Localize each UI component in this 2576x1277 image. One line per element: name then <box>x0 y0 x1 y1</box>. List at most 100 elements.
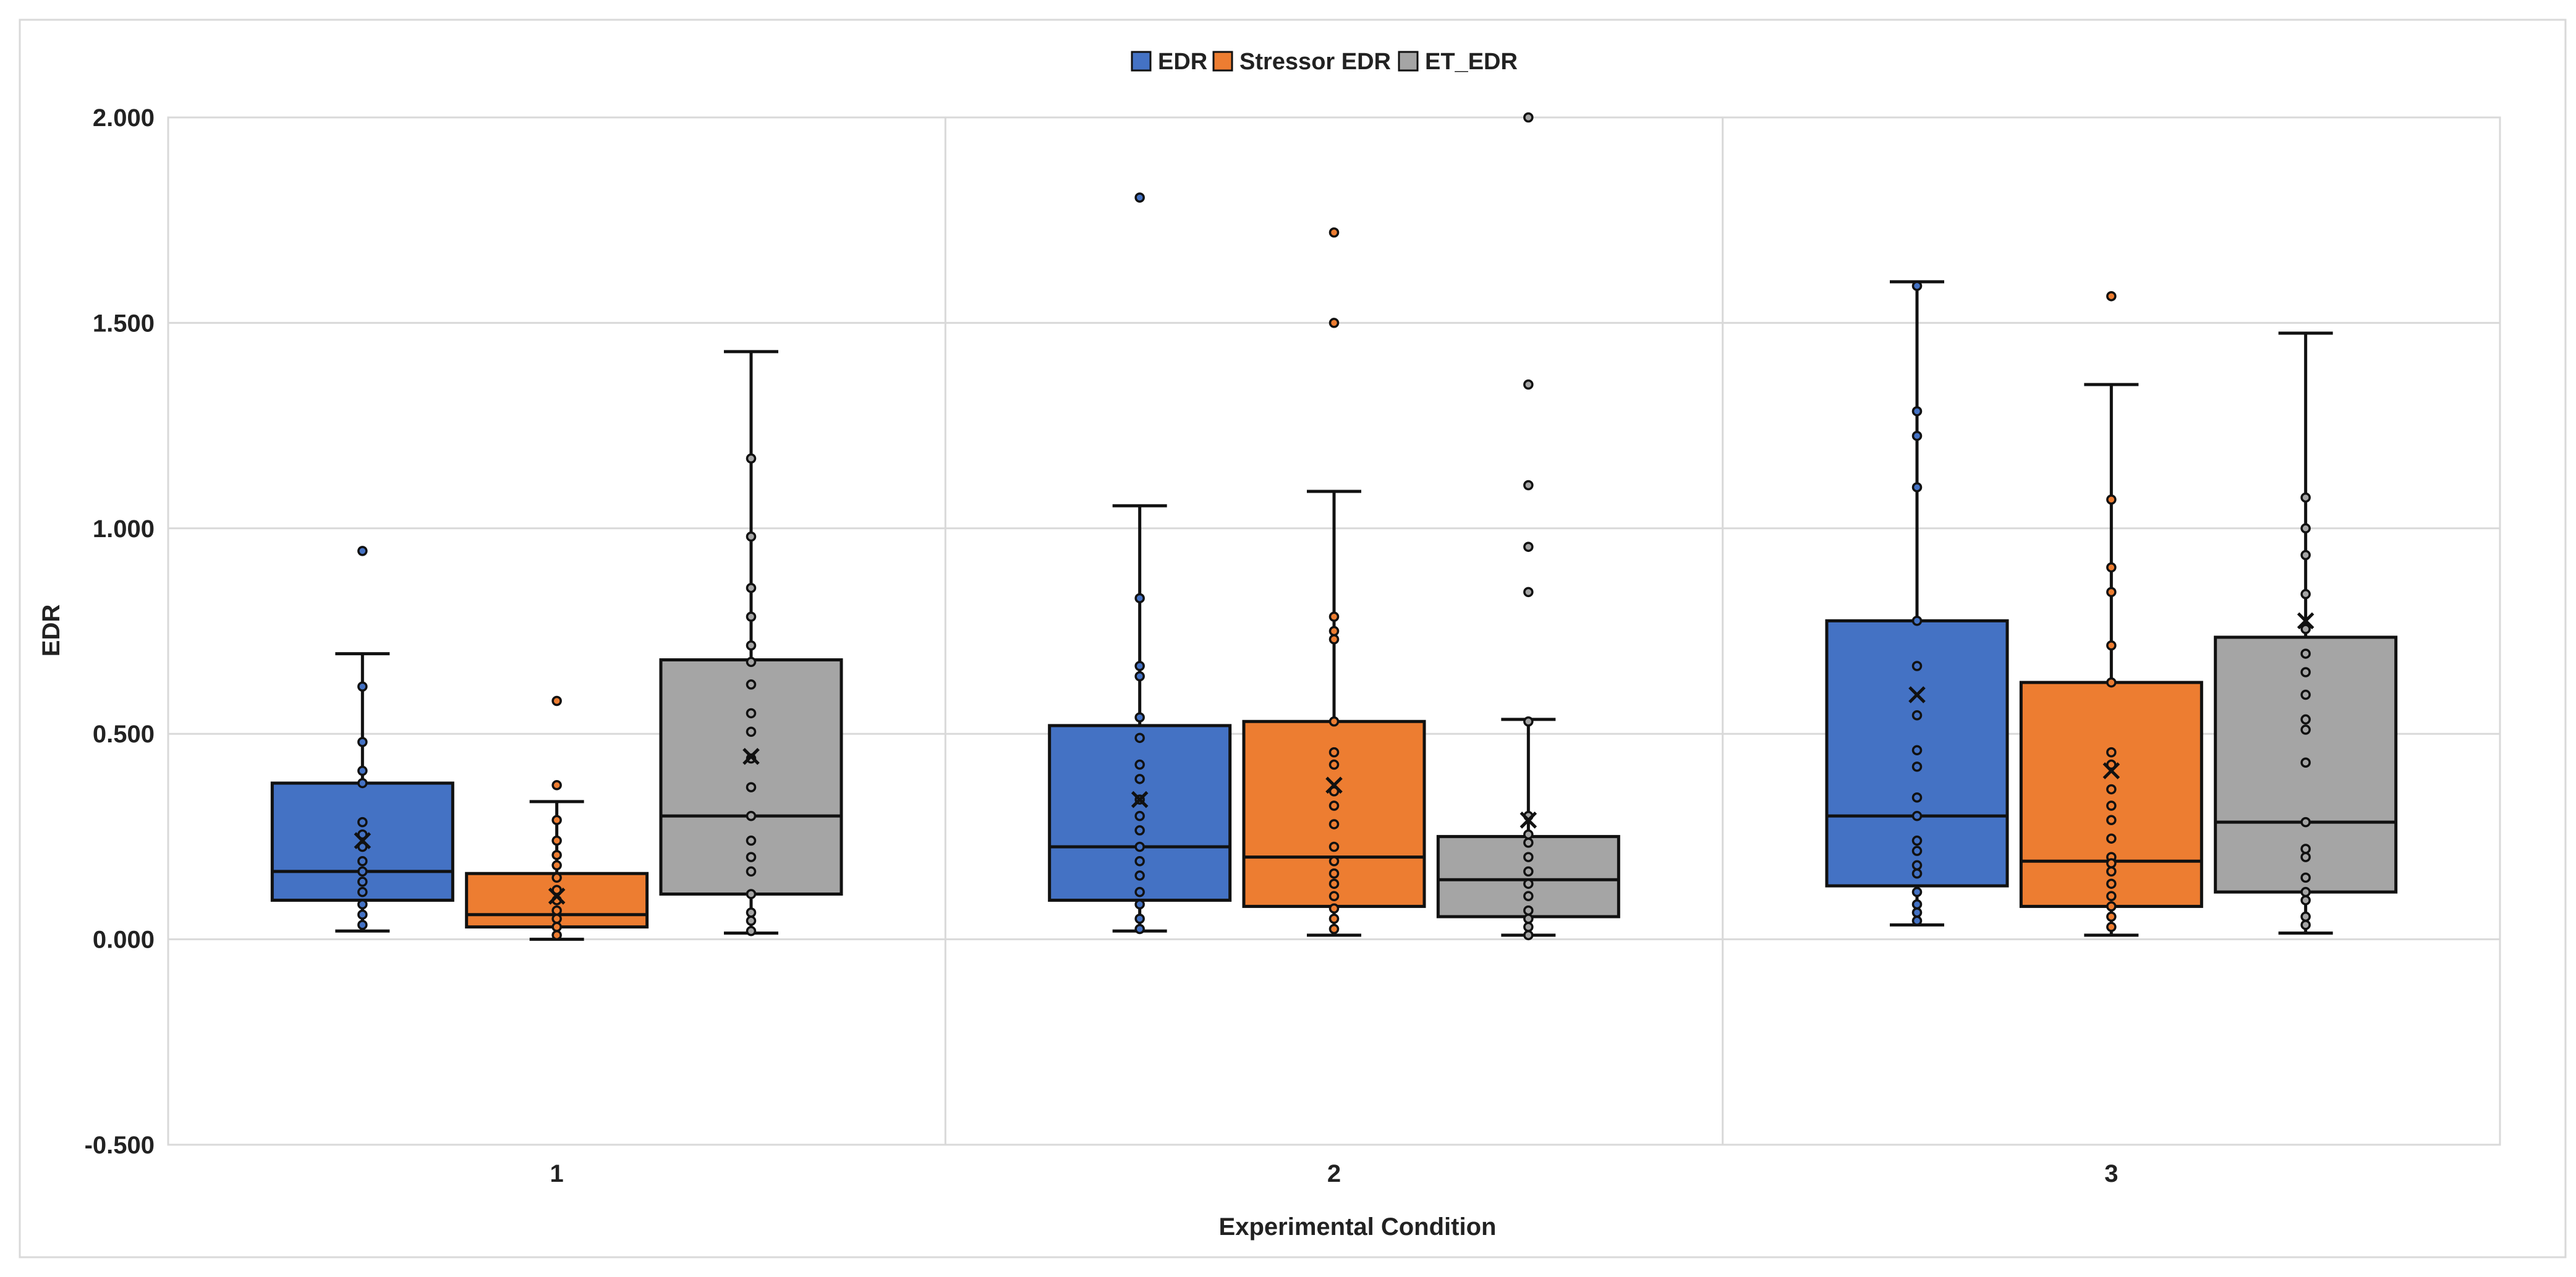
data-point <box>1523 866 1534 877</box>
data-point <box>1911 915 1923 926</box>
data-point <box>551 695 562 706</box>
data-point <box>746 835 757 846</box>
data-point <box>551 922 562 932</box>
data-point <box>1328 318 1340 328</box>
data-point <box>1911 616 1923 626</box>
mean-marker-stroke <box>2297 612 2315 630</box>
data-point <box>2300 817 2311 828</box>
data-point <box>2106 901 2117 912</box>
data-point <box>746 531 757 542</box>
x-axis-title: Experimental Condition <box>1219 1213 1497 1241</box>
mean-marker-stroke <box>354 832 372 849</box>
data-point <box>1134 914 1145 924</box>
data-point <box>1911 661 1923 671</box>
box-et-edr-cond-3 <box>2214 331 2398 935</box>
data-point <box>1523 379 1534 390</box>
data-point <box>1134 841 1145 852</box>
data-point <box>1134 671 1145 682</box>
data-point <box>2300 852 2311 862</box>
data-point <box>746 915 757 926</box>
data-point <box>2300 886 2311 897</box>
data-point <box>1328 759 1340 770</box>
data-point <box>1328 611 1340 622</box>
data-point <box>1328 626 1340 637</box>
data-point <box>2300 757 2311 768</box>
data-point <box>2106 747 2117 758</box>
data-point <box>2300 689 2311 700</box>
legend-item-stressor-edr: Stressor EDR <box>1212 49 1391 75</box>
data-point <box>2106 815 2117 826</box>
data-point <box>1134 593 1145 604</box>
legend-item-edr: EDR <box>1131 49 1207 75</box>
data-point <box>2300 844 2311 854</box>
data-point <box>2300 911 2311 922</box>
mean-marker <box>2297 612 2315 630</box>
data-point <box>1523 914 1534 924</box>
data-point <box>1523 541 1534 552</box>
data-point <box>746 782 757 792</box>
data-point <box>357 866 368 877</box>
legend-swatch-stressor-edr <box>1212 51 1233 72</box>
data-point <box>357 909 368 920</box>
data-point <box>2300 492 2311 503</box>
data-point <box>1523 878 1534 889</box>
data-point <box>746 708 757 719</box>
data-point <box>1523 852 1534 862</box>
data-point <box>2106 858 2117 868</box>
y-tick-label: -0.500 <box>85 1132 155 1159</box>
data-point <box>357 778 368 789</box>
box-edr-cond-3 <box>1825 280 2009 927</box>
x-tick-label: 2 <box>1327 1160 1341 1187</box>
data-point <box>2300 724 2311 735</box>
data-point <box>746 453 757 464</box>
y-tick-label: 1.500 <box>93 310 155 337</box>
data-point <box>2106 800 2117 811</box>
data-point <box>2106 291 2117 302</box>
data-point <box>2106 866 2117 877</box>
data-point <box>1523 587 1534 598</box>
data-point <box>551 914 562 924</box>
data-point <box>1911 762 1923 772</box>
data-point <box>1911 430 1923 441</box>
data-point <box>2106 562 2117 573</box>
data-point <box>1523 829 1534 840</box>
data-point <box>2300 588 2311 600</box>
data-point <box>1911 281 1923 291</box>
data-point <box>357 737 368 747</box>
data-point <box>357 920 368 930</box>
data-point <box>357 546 368 556</box>
data-point <box>2106 878 2117 889</box>
data-point <box>2106 587 2117 598</box>
y-tick-label: 0.000 <box>93 927 155 954</box>
data-point <box>1328 716 1340 727</box>
data-point <box>2106 922 2117 932</box>
legend-label-stressor-edr: Stressor EDR <box>1239 49 1391 75</box>
data-point <box>1328 800 1340 811</box>
data-point <box>1134 825 1145 836</box>
box-stressor-edr-cond-3 <box>2019 291 2203 937</box>
data-point <box>1911 846 1923 856</box>
box-stressor-edr-cond-1 <box>465 695 649 941</box>
y-axis-tick-labels: -0.500 0.000 0.500 1.000 1.500 2.000 <box>85 104 155 1159</box>
box-et-edr-cond-1 <box>659 350 843 936</box>
data-point <box>1911 810 1923 821</box>
data-point <box>1134 661 1145 671</box>
data-point <box>2300 648 2311 659</box>
data-point <box>2106 494 2117 505</box>
data-point <box>746 852 757 862</box>
data-point <box>1328 891 1340 902</box>
data-point <box>1523 716 1534 727</box>
data-point <box>2300 895 2311 906</box>
mean-marker-stroke <box>2102 762 2120 779</box>
data-point <box>746 810 757 821</box>
data-point <box>1134 192 1145 203</box>
data-point <box>2300 714 2311 725</box>
y-axis-title: EDR <box>38 605 65 657</box>
data-point <box>2106 677 2117 688</box>
data-point <box>1523 930 1534 941</box>
legend: EDR Stressor EDR ET_EDR <box>1131 49 1518 75</box>
mean-marker <box>1131 791 1149 808</box>
data-point <box>2300 549 2311 561</box>
data-point <box>2106 911 2117 922</box>
